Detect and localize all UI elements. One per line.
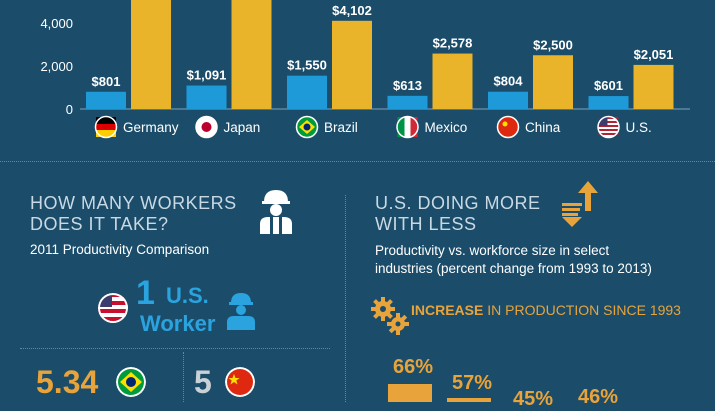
y-tick-label: 0	[66, 102, 73, 117]
china-workers-value: 5	[194, 364, 212, 400]
flag-ring	[496, 115, 520, 139]
bar-blue	[287, 75, 327, 109]
category-label: China	[525, 120, 561, 135]
pct-2: 57%	[452, 372, 493, 394]
workers-title-line1: HOW MANY WORKERS	[30, 193, 237, 213]
y-tick-label: 2,000	[40, 59, 73, 74]
bars	[86, 0, 674, 109]
flag-stripe	[397, 117, 405, 137]
column-divider	[345, 195, 347, 402]
brazil-flag-icon	[116, 367, 146, 397]
worker-label: Worker	[140, 311, 216, 336]
section-divider	[0, 161, 715, 163]
category-label: Mexico	[425, 120, 468, 135]
category-label: Germany	[123, 120, 179, 135]
flag-stripe	[598, 125, 619, 127]
workers-title-line2: DOES IT TAKE?	[30, 214, 169, 234]
value-label-blue: $601	[594, 78, 623, 93]
brazil-workers-value: 5.34	[36, 364, 99, 400]
category-label: Brazil	[324, 120, 358, 135]
flag-stripe	[598, 117, 619, 119]
increase-heading-bold: INCREASE	[411, 302, 484, 318]
worker-icon	[260, 190, 292, 234]
value-label-blue: $1,091	[187, 68, 227, 83]
us-more-subtitle-line2: industries (percent change from 1993 to …	[375, 261, 652, 276]
value-label-gold: $2,578	[433, 36, 473, 51]
comparison-divider	[20, 348, 330, 350]
flag-field	[498, 117, 518, 137]
bar-blue	[588, 96, 629, 109]
bar-blue	[488, 91, 528, 109]
category-labels: Germany Japan Brazil Mexico China U.S.	[94, 115, 652, 139]
bar-gold	[533, 55, 573, 109]
us-worker-count: 1	[136, 274, 155, 312]
flag-ring	[597, 115, 620, 139]
bar-gold	[332, 20, 372, 109]
flag-ring	[396, 115, 419, 139]
bar-gold	[131, 0, 171, 109]
increase-heading: INCREASE IN PRODUCTION SINCE 1993	[411, 302, 681, 318]
pct-bar-2	[447, 398, 491, 402]
flag-ring	[195, 115, 218, 139]
value-labels: $801 $1,091 $1,550 $4,102 $613 $2,578 $804 $2,5…	[92, 3, 674, 93]
value-label-blue: $801	[92, 74, 121, 89]
flag-stripe	[96, 124, 116, 130]
y-tick-labels: 4,000 2,000 0	[40, 16, 73, 117]
y-tick-label: 4,000	[40, 16, 73, 31]
value-label-blue: $1,550	[287, 58, 327, 73]
bar-gold	[633, 64, 674, 109]
us-more-subtitle-line1: Productivity vs. workforce size in selec…	[375, 243, 610, 258]
value-label-gold: $2,051	[634, 47, 674, 62]
flag-stripe	[598, 121, 619, 123]
bar-chart: 4,000 2,000 0 $801 $1,091 $1,550 $4,102 $613 $2…	[40, 0, 690, 139]
category-label: Japan	[224, 120, 261, 135]
bar-gold	[432, 53, 473, 109]
category-label: U.S.	[626, 120, 652, 135]
flag-ring	[295, 115, 319, 139]
pct-3: 45%	[513, 388, 554, 410]
us-label: U.S.	[166, 283, 209, 308]
pct-4: 46%	[578, 386, 619, 408]
flag-canton	[598, 117, 608, 126]
us-more-title-line2: WITH LESS	[375, 214, 477, 234]
flag-stripe	[404, 117, 411, 137]
flag-stripe	[96, 117, 116, 124]
pct-1: 66%	[393, 356, 434, 378]
pct-bar-1	[388, 384, 432, 402]
us-more-title-line1: U.S. DOING MORE	[375, 193, 541, 213]
us-flag-icon	[98, 293, 128, 323]
flag-ring	[94, 115, 118, 139]
value-label-gold: $4,102	[332, 3, 372, 18]
flag-star	[502, 121, 508, 127]
value-label-blue: $613	[393, 78, 422, 93]
bar-blue	[186, 85, 227, 109]
comparison-split	[183, 352, 185, 402]
gears-icon	[371, 297, 409, 335]
bar-blue	[387, 95, 428, 109]
flag-stripe	[410, 117, 418, 137]
bar-gold	[231, 0, 272, 109]
flag-stripe	[598, 133, 619, 135]
increase-heading-rest: IN PRODUCTION SINCE 1993	[483, 302, 681, 318]
flag-stripe	[598, 129, 619, 131]
workers-subtitle: 2011 Productivity Comparison	[30, 242, 210, 257]
flag-globe	[303, 123, 311, 131]
flag-dot	[201, 122, 212, 132]
value-label-blue: $804	[494, 74, 524, 89]
productivity-arrows-icon	[562, 181, 598, 227]
flag-stripe	[96, 130, 116, 137]
bar-blue	[86, 91, 126, 109]
worker-icon	[227, 293, 255, 330]
value-label-gold: $2,500	[533, 37, 573, 52]
china-flag-icon	[225, 367, 255, 397]
